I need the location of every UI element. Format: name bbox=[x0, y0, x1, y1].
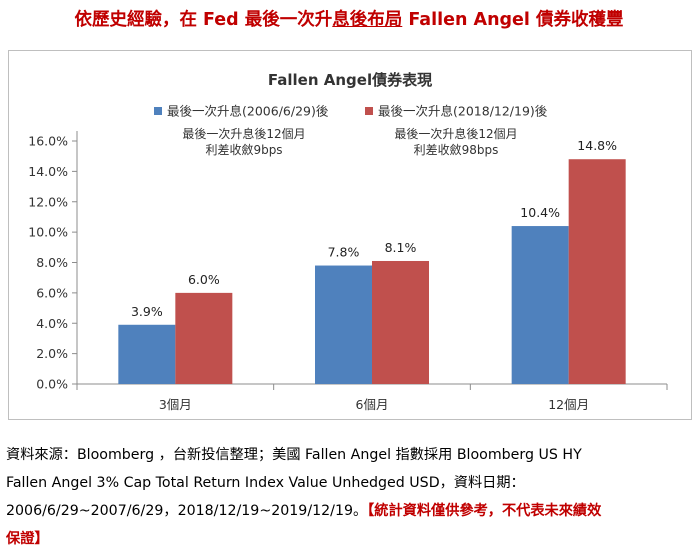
footnote-line-3: 2006/6/29~2007/6/29，2018/12/19~2019/12/1… bbox=[6, 497, 696, 525]
x-tick-label: 12個月 bbox=[548, 397, 589, 412]
bar-2018-3 bbox=[568, 159, 626, 384]
data-label: 14.8% bbox=[577, 138, 617, 153]
footnote-line-1: 資料來源：Bloomberg ，台新投信整理；美國 Fallen Angel 指… bbox=[6, 447, 582, 463]
disclaimer-text: 【統計資料僅供參考，不代表未來績效 bbox=[367, 503, 602, 519]
annotation-line-2: 利差收斂9bps bbox=[205, 142, 282, 157]
y-tick-label: 12.0% bbox=[28, 194, 68, 209]
footnote: 資料來源：Bloomberg ，台新投信整理；美國 Fallen Angel 指… bbox=[6, 441, 696, 553]
bar-2006-1 bbox=[118, 324, 176, 384]
y-tick-label: 16.0% bbox=[28, 134, 68, 149]
chart-title: Fallen Angel債券表現 bbox=[268, 71, 432, 89]
data-label: 10.4% bbox=[520, 205, 560, 220]
fallen-angel-chart: Fallen Angel債券表現 最後一次升息(2006/6/29)後 最後一次升… bbox=[28, 71, 668, 412]
y-tick-label: 4.0% bbox=[36, 316, 68, 331]
data-label: 7.8% bbox=[328, 245, 360, 260]
footnote-dates: 2006/6/29~2007/6/29，2018/12/19~2019/12/1… bbox=[6, 503, 368, 519]
data-label: 3.9% bbox=[131, 304, 163, 319]
headline-part2: 息後布局 bbox=[332, 10, 403, 30]
y-tick-label: 14.0% bbox=[28, 164, 68, 179]
legend-label: 最後一次升息(2018/12/19)後 bbox=[378, 104, 548, 119]
x-tick-label: 6個月 bbox=[356, 397, 389, 412]
chart-axes: 0.0% 2.0% 4.0% 6.0% 8.0% 10.0% 12.0% 14.0% 16.0%… bbox=[28, 131, 668, 412]
chart-data-labels: 3.9% 6.0% 7.8% 8.1% 10.4% 14.8% bbox=[131, 138, 617, 319]
legend-swatch bbox=[154, 107, 162, 115]
annotation-line-1: 最後一次升息後12個月 bbox=[394, 126, 517, 141]
chart-legend: 最後一次升息(2006/6/29)後 最後一次升息(2018/12/19)後 bbox=[154, 104, 548, 119]
y-tick-label: 0.0% bbox=[36, 377, 68, 392]
annotation-line-1: 最後一次升息後12個月 bbox=[182, 126, 305, 141]
annotation-line-2: 利差收斂98bps bbox=[414, 142, 499, 157]
headline-part3: Fallen Angel 債券收穫豐 bbox=[402, 10, 624, 30]
chart-frame: Fallen Angel債券表現 最後一次升息(2006/6/29)後 最後一次升… bbox=[8, 50, 692, 420]
footnote-line-2: Fallen Angel 3% Cap Total Return Index V… bbox=[6, 475, 525, 491]
bar-2018-1 bbox=[175, 292, 233, 384]
data-label: 8.1% bbox=[385, 240, 417, 255]
headline-part1: 依歷史經驗，在 Fed 最後一次升 bbox=[74, 10, 333, 30]
x-tick-label: 3個月 bbox=[159, 397, 192, 412]
headline: 依歷史經驗，在 Fed 最後一次升息後布局 Fallen Angel 債券收穫豐 bbox=[0, 6, 698, 31]
bar-2006-2 bbox=[315, 265, 372, 384]
legend-label: 最後一次升息(2006/6/29)後 bbox=[167, 104, 329, 119]
bar-2006-3 bbox=[511, 226, 569, 384]
disclaimer-end: 保證】 bbox=[6, 531, 49, 547]
bar-2018-2 bbox=[372, 260, 429, 384]
y-tick-label: 6.0% bbox=[36, 285, 68, 300]
chart-bars bbox=[118, 159, 626, 384]
data-label: 6.0% bbox=[188, 272, 220, 287]
y-tick-label: 8.0% bbox=[36, 255, 68, 270]
legend-swatch bbox=[365, 107, 373, 115]
y-tick-label: 10.0% bbox=[28, 225, 68, 240]
y-tick-label: 2.0% bbox=[36, 346, 68, 361]
